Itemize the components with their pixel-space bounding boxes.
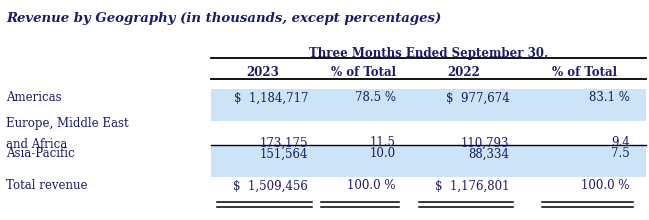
- Text: 7.5: 7.5: [611, 147, 630, 160]
- Text: Revenue by Geography (in thousands, except percentages): Revenue by Geography (in thousands, exce…: [6, 12, 442, 25]
- Text: 78.5 %: 78.5 %: [355, 91, 396, 104]
- Text: 88,334: 88,334: [469, 147, 509, 160]
- Text: $  1,509,456: $ 1,509,456: [234, 179, 308, 192]
- FancyBboxPatch shape: [211, 89, 646, 121]
- Text: $  1,176,801: $ 1,176,801: [435, 179, 509, 192]
- Text: 151,564: 151,564: [260, 147, 308, 160]
- Text: Europe, Middle East: Europe, Middle East: [6, 117, 129, 130]
- Text: $  977,674: $ 977,674: [446, 91, 509, 104]
- Text: 110,793: 110,793: [461, 136, 509, 149]
- Text: 83.1 %: 83.1 %: [589, 91, 630, 104]
- Text: 2022: 2022: [448, 66, 480, 79]
- Text: 2023: 2023: [247, 66, 279, 79]
- Text: 100.0 %: 100.0 %: [581, 179, 630, 192]
- Text: $  1,184,717: $ 1,184,717: [234, 91, 308, 104]
- Text: Asia-Pacific: Asia-Pacific: [6, 147, 75, 160]
- Text: and Africa: and Africa: [6, 138, 67, 150]
- Text: % of Total: % of Total: [331, 66, 396, 79]
- Text: 173,175: 173,175: [260, 136, 308, 149]
- Text: Three Months Ended September 30,: Three Months Ended September 30,: [309, 47, 548, 60]
- Text: 11.5: 11.5: [370, 136, 396, 149]
- Text: 100.0 %: 100.0 %: [347, 179, 396, 192]
- FancyBboxPatch shape: [211, 145, 646, 177]
- Text: Americas: Americas: [6, 91, 62, 104]
- Text: Total revenue: Total revenue: [6, 179, 88, 192]
- Text: 9.4: 9.4: [611, 136, 630, 149]
- Text: 10.0: 10.0: [370, 147, 396, 160]
- Text: % of Total: % of Total: [552, 66, 617, 79]
